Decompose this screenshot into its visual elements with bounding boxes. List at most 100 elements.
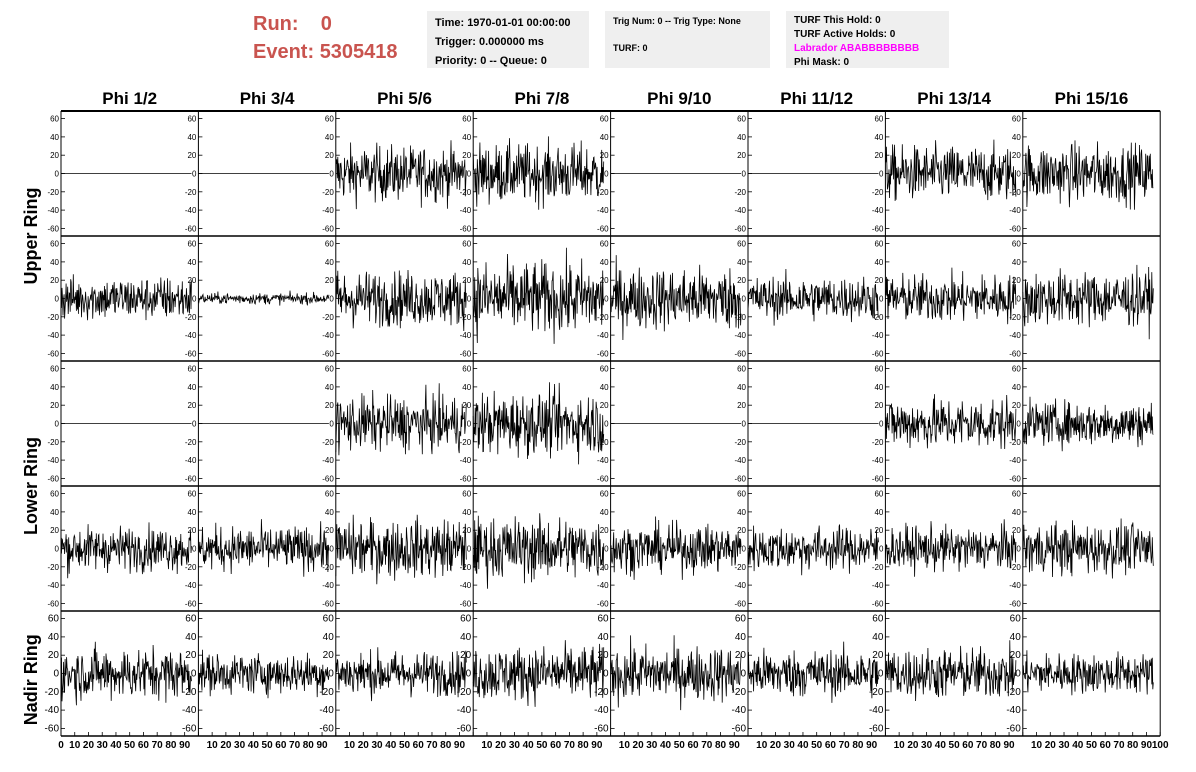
ytick-label: -40 — [319, 705, 334, 716]
ytick-label: 0 — [604, 170, 609, 179]
ytick-label: 0 — [742, 420, 747, 429]
ytick-label: 40 — [1012, 133, 1021, 142]
ytick-label: 60 — [325, 365, 334, 374]
ytick-label: 60 — [187, 115, 196, 124]
turf-info-box: TURF This Hold: 0 TURF Active Holds: 0 L… — [786, 11, 949, 68]
ytick-label: 20 — [325, 526, 334, 535]
xtick-label: 70 — [839, 740, 851, 751]
ytick-label: -20 — [1006, 687, 1021, 698]
ytick-label: -40 — [1009, 331, 1021, 340]
xtick-label: 10 — [894, 740, 906, 751]
ytick-label: 0 — [1016, 170, 1021, 179]
ytick-label: 60 — [50, 240, 59, 249]
ytick-label: 20 — [187, 276, 196, 285]
trace-r2-c7 — [885, 267, 1017, 325]
ytick-label: -60 — [1009, 474, 1021, 483]
ytick-label: -20 — [1009, 313, 1021, 322]
ytick-label: 0 — [604, 545, 609, 554]
ytick-label: 0 — [467, 545, 472, 554]
ytick-label: 0 — [1016, 545, 1021, 554]
ytick-label: -40 — [47, 581, 59, 590]
xtick-label: 40 — [935, 740, 947, 751]
ytick-label: 20 — [50, 401, 59, 410]
ytick-label: 20 — [600, 526, 609, 535]
ytick-label: 20 — [737, 401, 746, 410]
ytick-label: -20 — [322, 563, 334, 572]
ytick-label: -40 — [185, 456, 197, 465]
trace-r2-c6 — [747, 268, 879, 326]
ytick-label: 0 — [467, 170, 472, 179]
ytick-label: -20 — [872, 563, 884, 572]
ytick-label: 60 — [185, 614, 197, 625]
ytick-label: -20 — [1009, 438, 1021, 447]
ytick-label: 60 — [597, 614, 609, 625]
ytick-label: -40 — [322, 206, 334, 215]
ytick-label: 40 — [187, 383, 196, 392]
xtick-label: 40 — [660, 740, 672, 751]
ring-label-3: Nadir Ring — [21, 634, 41, 725]
ytick-label: 60 — [187, 365, 196, 374]
ytick-label: 60 — [874, 365, 883, 374]
ytick-label: -60 — [47, 224, 59, 233]
ytick-label: 0 — [192, 420, 197, 429]
ytick-label: 40 — [600, 383, 609, 392]
ytick-label: 60 — [1012, 240, 1021, 249]
ytick-label: 0 — [742, 170, 747, 179]
ytick-label: 60 — [462, 490, 471, 499]
ytick-label: -60 — [872, 599, 884, 608]
trigger-info-box: Trig Num: 0 -- Trig Type: None TURF: 0 — [605, 11, 770, 68]
ytick-label: 60 — [872, 614, 884, 625]
xtick-label: 80 — [990, 740, 1002, 751]
ytick-label: 60 — [50, 115, 59, 124]
ytick-label: -40 — [1006, 705, 1021, 716]
ytick-label: -60 — [732, 723, 747, 734]
ytick-label: -20 — [597, 188, 609, 197]
ytick-label: -60 — [185, 349, 197, 358]
xtick-label: 70 — [976, 740, 988, 751]
ytick-label: 40 — [325, 383, 334, 392]
xtick-label: 80 — [440, 740, 452, 751]
xtick-label: 30 — [509, 740, 521, 751]
ytick-label: -20 — [47, 313, 59, 322]
ytick-label: 60 — [325, 115, 334, 124]
ytick-label: 20 — [737, 151, 746, 160]
ytick-label: 20 — [874, 151, 883, 160]
ytick-label: 60 — [50, 365, 59, 374]
xtick-label: 60 — [1100, 740, 1112, 751]
ytick-label: -60 — [872, 349, 884, 358]
ytick-label: 0 — [329, 170, 334, 179]
ytick-label: -20 — [460, 563, 472, 572]
ytick-label: 0 — [1016, 295, 1021, 304]
ytick-label: 40 — [600, 133, 609, 142]
trace-r3-c4 — [472, 382, 605, 465]
xtick-label: 70 — [426, 740, 438, 751]
ytick-label: 20 — [187, 151, 196, 160]
ytick-label: -20 — [1009, 188, 1021, 197]
xtick-label: 50 — [536, 740, 548, 751]
xtick-label: 80 — [578, 740, 590, 751]
ytick-label: 0 — [1016, 420, 1021, 429]
ytick-label: -60 — [597, 599, 609, 608]
trace-r3-c3 — [335, 383, 467, 456]
ytick-label: 0 — [55, 420, 60, 429]
ytick-label: -20 — [319, 687, 334, 698]
xtick-label: 70 — [701, 740, 713, 751]
ytick-label: -20 — [597, 438, 609, 447]
xtick-label: 50 — [1086, 740, 1098, 751]
xtick-label: 20 — [220, 740, 232, 751]
xtick-label: 70 — [289, 740, 301, 751]
trace-r5-c2 — [198, 649, 330, 699]
trace-r4-c5 — [610, 516, 742, 580]
ytick-label: 40 — [48, 632, 60, 643]
ytick-label: -60 — [322, 349, 334, 358]
ytick-label: 0 — [55, 295, 60, 304]
trace-r5-c3 — [335, 647, 467, 702]
ytick-label: -40 — [597, 206, 609, 215]
xtick-label: 20 — [907, 740, 919, 751]
trace-r4-c3 — [335, 514, 467, 585]
ytick-label: 0 — [329, 295, 334, 304]
xtick-label: 50 — [811, 740, 823, 751]
ytick-label: -40 — [460, 581, 472, 590]
ytick-label: -20 — [185, 313, 197, 322]
ytick-label: 20 — [460, 650, 472, 661]
